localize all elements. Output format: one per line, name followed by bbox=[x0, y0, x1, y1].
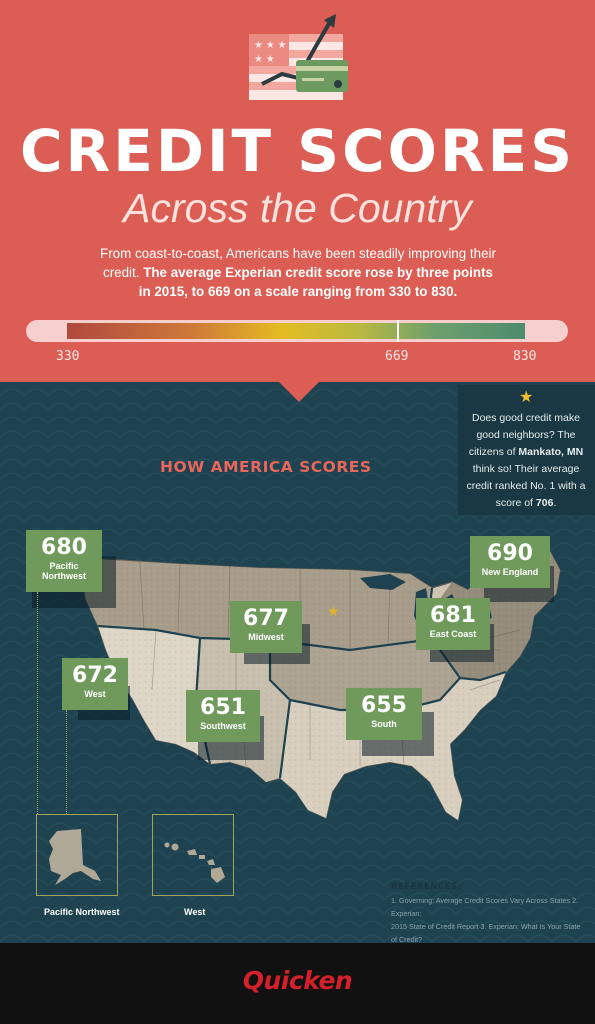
page-title: CREDIT SCORES bbox=[19, 117, 576, 185]
scale-min-label: 330 bbox=[56, 349, 80, 364]
hawaii-icon bbox=[164, 842, 225, 883]
callout-score: 706 bbox=[535, 497, 554, 509]
badge-label: New England bbox=[481, 567, 539, 577]
badge-score: 690 bbox=[487, 541, 533, 566]
header-pointer bbox=[277, 380, 321, 402]
mankato-star-icon: ★ bbox=[327, 603, 340, 619]
badge-label: Midwest bbox=[248, 632, 284, 642]
badge-label: South bbox=[371, 719, 397, 729]
reference-line: 1. Governing: Average Credit Scores Vary… bbox=[391, 896, 579, 918]
average-marker bbox=[397, 320, 399, 342]
badge-pacific-northwest: 680 Pacific Northwest bbox=[26, 530, 102, 592]
credit-growth-icon: ★ ★ ★ ★ ★ bbox=[249, 14, 348, 100]
references-title: REFERENCES: bbox=[391, 882, 462, 892]
badge-west: 672 West bbox=[62, 658, 128, 710]
badge-label: Pacific Northwest bbox=[41, 561, 86, 581]
badge-southwest: 651 Southwest bbox=[186, 690, 260, 742]
section-title: HOW AMERICA SCORES bbox=[160, 458, 372, 476]
alaska-icon bbox=[49, 829, 101, 885]
badge-east-coast: 681 East Coast bbox=[416, 598, 490, 650]
badge-midwest: 677 Midwest bbox=[230, 601, 302, 653]
reference-line: 2015 State of Credit Report 3. Experian:… bbox=[391, 922, 581, 944]
inset-label-west: West bbox=[184, 907, 206, 917]
badge-score: 677 bbox=[243, 606, 289, 631]
footer bbox=[0, 943, 595, 1024]
inset-alaska bbox=[36, 814, 118, 896]
svg-text:★ ★ ★: ★ ★ ★ bbox=[254, 40, 286, 51]
badge-label: West bbox=[84, 689, 106, 699]
callout-panel bbox=[458, 385, 595, 515]
scale-max-label: 830 bbox=[513, 349, 537, 364]
badge-label: Southwest bbox=[200, 721, 246, 731]
credit-score-scale bbox=[26, 320, 568, 342]
svg-text:★ ★: ★ ★ bbox=[254, 54, 275, 65]
references-text: 1. Governing: Average Credit Scores Vary… bbox=[391, 894, 587, 946]
leader-line bbox=[66, 710, 67, 814]
intro-text: From coast-to-coast, Americans have been… bbox=[96, 244, 500, 301]
page-subtitle: Across the Country bbox=[123, 185, 472, 231]
callout-text-2: think so! Their average credit ranked No… bbox=[466, 463, 586, 509]
badge-score: 681 bbox=[430, 603, 476, 628]
intro-plain: From coast-to-coast, Americans have been… bbox=[100, 246, 496, 280]
leader-line bbox=[37, 592, 38, 814]
badge-new-england: 690 New England bbox=[470, 536, 550, 588]
intro-bold: The average Experian credit score rose b… bbox=[138, 265, 493, 299]
badge-south: 655 South bbox=[346, 688, 422, 740]
callout-text-1: Does good credit make good neighbors? Th… bbox=[468, 412, 580, 458]
badge-label: East Coast bbox=[429, 629, 477, 639]
star-icon: ★ bbox=[519, 389, 534, 406]
badge-score: 680 bbox=[41, 535, 87, 560]
badge-score: 655 bbox=[361, 693, 407, 718]
badge-score: 672 bbox=[72, 663, 118, 688]
scale-avg-label: 669 bbox=[385, 349, 409, 364]
badge-score: 651 bbox=[200, 695, 246, 720]
scale-gradient bbox=[67, 323, 525, 339]
callout-text: Does good credit make good neighbors? Th… bbox=[462, 410, 590, 512]
quicken-logo[interactable]: Quicken bbox=[242, 966, 353, 995]
callout-city: Mankato, MN bbox=[518, 446, 584, 458]
callout-text-3: . bbox=[553, 497, 557, 509]
inset-hawaii bbox=[152, 814, 234, 896]
inset-label-pacific-northwest: Pacific Northwest bbox=[44, 907, 120, 917]
